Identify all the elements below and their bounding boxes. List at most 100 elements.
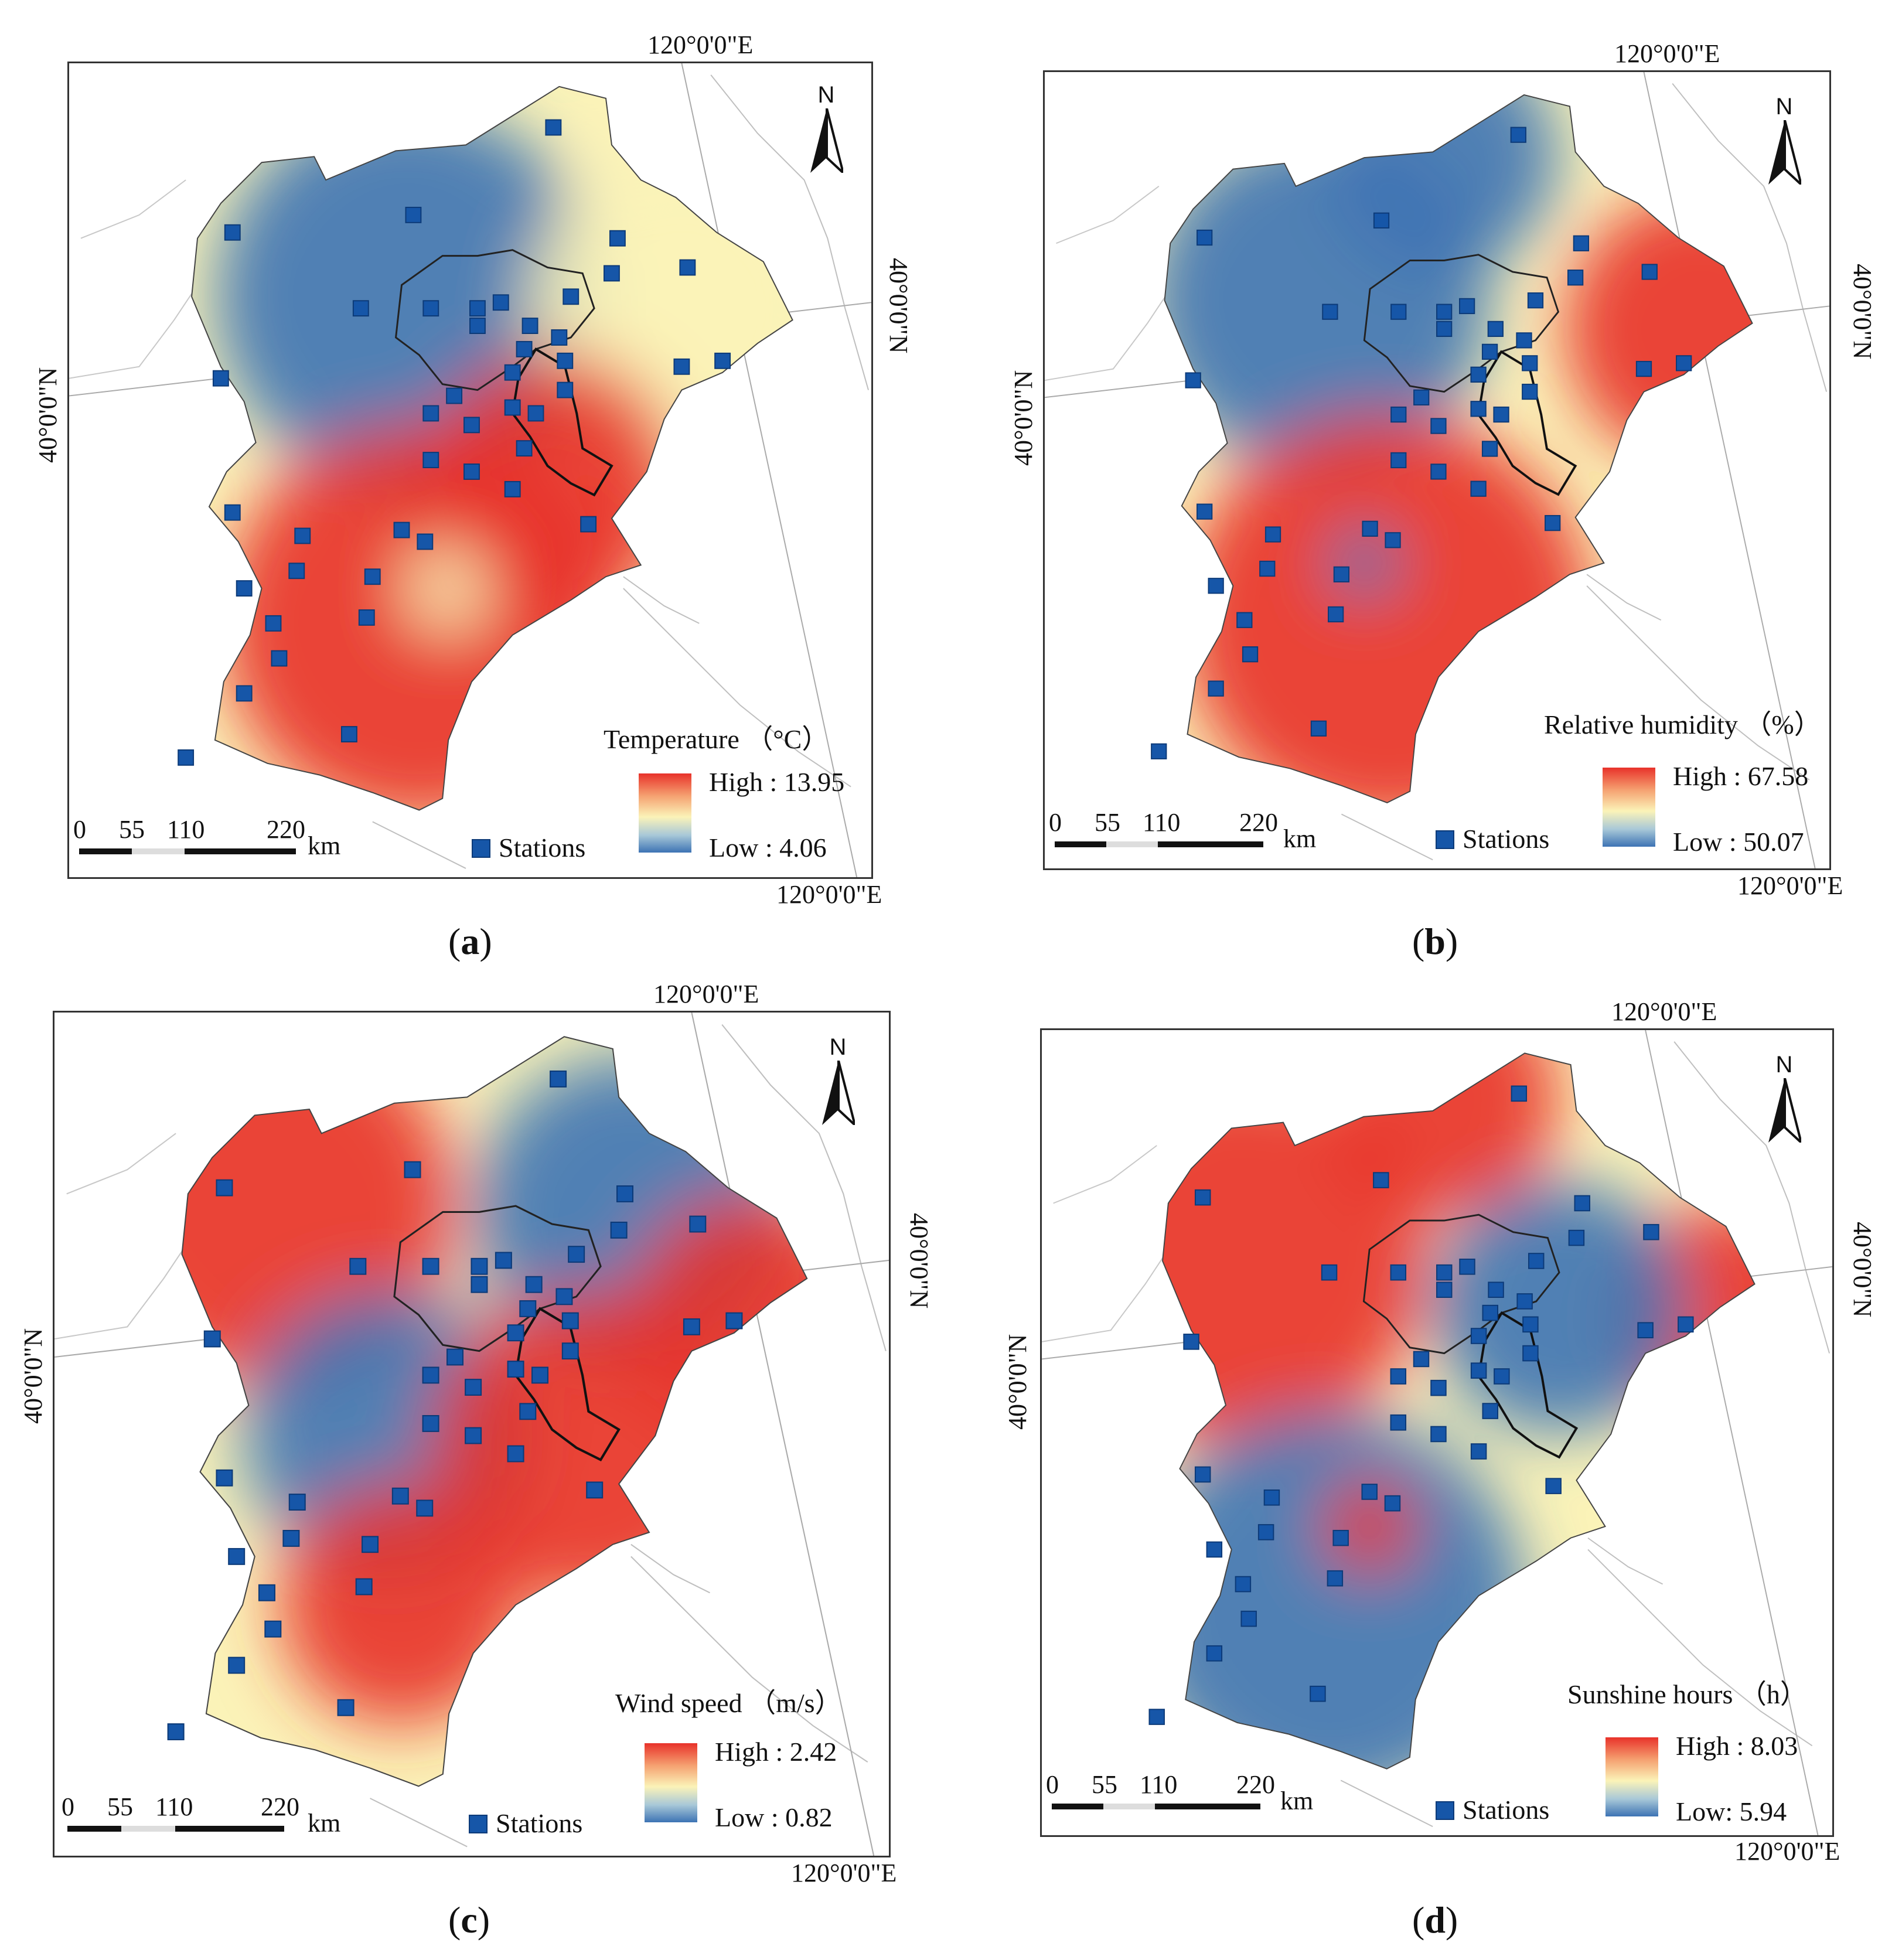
coastline-outline (372, 74, 869, 869)
station-marker (586, 1481, 604, 1499)
station-marker (1528, 1253, 1545, 1269)
station-marker (1470, 1443, 1487, 1460)
map-frame-a (67, 62, 873, 879)
station-marker (1390, 1368, 1407, 1385)
station-marker (355, 1578, 373, 1596)
station-marker (1206, 1645, 1223, 1662)
coastline-outline (370, 1024, 887, 1847)
station-marker (1567, 270, 1584, 286)
station-marker (1522, 1345, 1539, 1362)
station-marker (555, 1288, 573, 1305)
station-marker (1151, 743, 1167, 759)
panel-a (67, 62, 873, 879)
region-boundary (1162, 1052, 1756, 1770)
station-marker (1321, 1264, 1338, 1281)
station-marker (1516, 1293, 1533, 1310)
station-marker (288, 1494, 306, 1511)
station-marker (1510, 127, 1526, 143)
station-marker (1430, 1426, 1447, 1443)
station-marker (1545, 514, 1561, 531)
bottom-longitude-label-a: 120°0'0"E (776, 880, 882, 909)
station-marker (1185, 372, 1201, 388)
station-marker (1470, 366, 1487, 383)
station-marker (1264, 526, 1281, 543)
station-marker (507, 1361, 524, 1378)
station-marker (465, 1379, 482, 1396)
station-marker (417, 533, 434, 550)
station-marker (679, 259, 696, 276)
scale-bar-d: 0 55 110 220 km (1046, 1770, 1314, 1815)
north-label-c: N (829, 1034, 847, 1060)
station-marker (1240, 1610, 1257, 1627)
station-marker (1322, 304, 1338, 320)
right-latitude-label-b: 40°0'0"N (1848, 264, 1877, 360)
station-square-icon (469, 1815, 488, 1833)
station-marker (561, 1312, 579, 1330)
station-marker (1482, 1403, 1498, 1419)
station-marker (1236, 612, 1253, 628)
right-latitude-label-d: 40°0'0"N (1848, 1222, 1877, 1318)
station-marker (1470, 1362, 1487, 1379)
station-marker (1362, 520, 1378, 537)
surface-blob (1433, 1180, 1686, 1434)
left-latitude-label-a: 40°0'0"N (33, 367, 62, 463)
longitude-graticule (1643, 72, 1816, 868)
station-marker (271, 650, 288, 667)
left-latitude-label-b: 40°0'0"N (1009, 370, 1038, 466)
station-marker (471, 1276, 488, 1293)
station-marker (1373, 212, 1390, 229)
surface-blob (279, 1484, 522, 1726)
region-boundary (191, 86, 793, 811)
map-frame-c (53, 1011, 891, 1857)
north-arrow-icon (822, 1061, 855, 1125)
station-marker (492, 294, 509, 311)
station-marker (1574, 1195, 1590, 1212)
surface-blob (425, 354, 682, 612)
station-marker (1310, 720, 1327, 737)
top-longitude-label-d: 120°0'0"E (1611, 997, 1717, 1026)
caption-d: (d) (1412, 1899, 1458, 1941)
station-marker (1208, 578, 1224, 594)
station-marker (422, 452, 439, 469)
station-marker (1310, 1685, 1326, 1702)
station-marker (1206, 1541, 1223, 1558)
north-arrow-icon (1768, 1078, 1801, 1143)
panel-c (53, 1011, 891, 1857)
neighbor-boundary (1042, 1145, 1169, 1342)
north-label-a: N (817, 82, 835, 108)
station-marker (1413, 389, 1430, 405)
surface-blob (407, 547, 489, 629)
station-marker (416, 1499, 434, 1517)
longitude-graticule (681, 63, 858, 877)
station-marker (1568, 1229, 1585, 1246)
station-marker (519, 1300, 537, 1317)
station-marker (519, 1403, 537, 1420)
station-marker (1242, 646, 1259, 663)
station-marker (1390, 406, 1407, 423)
beijing-boundary (1362, 1214, 1560, 1355)
station-marker (1459, 1259, 1475, 1275)
station-marker (1482, 1304, 1498, 1321)
station-marker (689, 1215, 707, 1233)
station-marker (228, 1547, 246, 1565)
station-marker (465, 1427, 482, 1444)
station-marker (1390, 1414, 1407, 1431)
station-marker (1511, 1085, 1528, 1102)
station-marker (516, 440, 533, 457)
beijing-boundary (1363, 254, 1560, 393)
station-marker (1643, 1223, 1659, 1240)
station-marker (463, 463, 480, 480)
station-square-icon (472, 839, 490, 858)
north-arrow-a: N (806, 82, 847, 176)
station-marker (358, 609, 375, 626)
top-longitude-label-b: 120°0'0"E (1614, 39, 1720, 68)
station-marker (521, 318, 538, 335)
station-marker (469, 300, 486, 317)
station-marker (391, 1487, 409, 1505)
map-frame-d (1040, 1028, 1834, 1837)
station-marker (1385, 532, 1401, 548)
station-marker (1259, 560, 1276, 577)
map-d (1042, 1030, 1832, 1835)
station-marker (288, 563, 305, 580)
station-marker (507, 1445, 524, 1463)
